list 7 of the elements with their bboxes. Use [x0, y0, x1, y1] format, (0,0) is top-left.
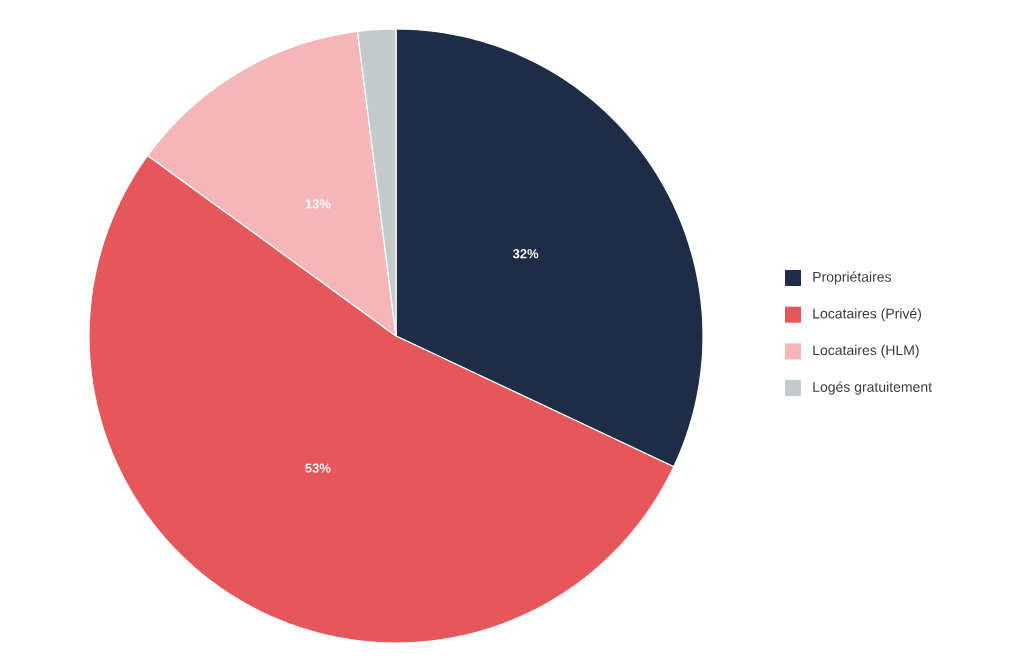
legend-label: Logés gratuitement	[813, 381, 932, 395]
legend-label: Locataires (HLM)	[813, 344, 919, 358]
legend-label: Propriétaires	[813, 271, 892, 285]
legend-label: Locataires (Privé)	[813, 308, 922, 322]
data-label: 53%	[305, 463, 331, 473]
data-label: 32%	[512, 249, 539, 259]
data-label: 13%	[305, 199, 331, 209]
